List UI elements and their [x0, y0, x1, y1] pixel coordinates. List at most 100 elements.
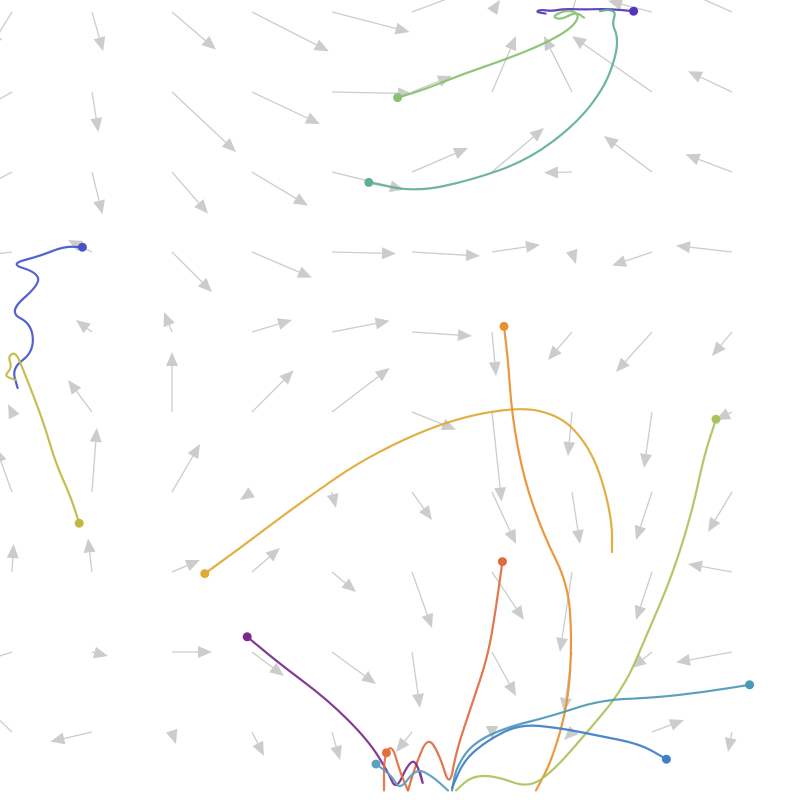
field-arrow	[172, 646, 212, 658]
field-arrow	[632, 651, 653, 668]
field-arrow	[712, 331, 733, 356]
trajectory-start-point	[745, 680, 755, 690]
field-arrow	[411, 329, 472, 342]
field-arrow	[488, 331, 501, 376]
field-arrow	[8, 404, 20, 420]
field-arrow	[563, 411, 576, 456]
trajectory-start-point	[499, 321, 509, 331]
field-arrow	[6, 544, 19, 573]
field-arrow	[171, 444, 200, 493]
field-arrow	[572, 36, 653, 93]
trajectory-start-point	[661, 754, 671, 764]
trajectory-line	[5, 352, 81, 525]
field-arrow	[411, 0, 446, 13]
trajectory-line	[406, 560, 504, 792]
field-arrow	[634, 491, 653, 540]
field-arrow	[171, 11, 216, 50]
field-arrow	[251, 11, 329, 52]
field-arrow	[491, 240, 540, 253]
trajectory-start-point	[74, 518, 84, 528]
field-arrow	[491, 651, 516, 696]
trajectory-start-point	[629, 6, 639, 16]
field-arrow	[331, 368, 390, 413]
field-arrow	[703, 0, 733, 13]
trajectory-start-point	[497, 557, 507, 567]
field-arrow	[171, 560, 200, 573]
field-arrow	[708, 491, 733, 532]
field-arrow	[0, 171, 13, 180]
field-arrow	[331, 247, 396, 260]
field-arrow	[163, 312, 175, 333]
field-arrow	[676, 651, 733, 666]
field-arrow	[251, 370, 294, 413]
field-arrow	[0, 719, 13, 733]
field-arrow	[89, 428, 102, 493]
field-arrow	[544, 166, 573, 179]
field-arrow	[0, 91, 13, 100]
trajectory-line	[396, 9, 586, 99]
field-arrow	[396, 731, 413, 752]
trajectory-start-points	[74, 6, 755, 769]
field-arrow	[565, 248, 578, 264]
field-arrow	[251, 91, 320, 124]
field-arrow	[0, 452, 13, 493]
field-arrow	[251, 548, 280, 573]
field-arrow	[491, 36, 516, 93]
field-arrow	[491, 128, 544, 173]
field-arrow	[676, 241, 733, 254]
vector-field	[0, 0, 737, 760]
field-arrow	[604, 136, 653, 173]
trajectory-start-point	[393, 93, 403, 103]
trajectory-start-point	[381, 748, 391, 758]
field-arrow	[326, 491, 339, 508]
field-arrow	[411, 651, 424, 708]
field-arrow	[411, 75, 452, 93]
field-arrow	[571, 491, 584, 544]
field-arrow	[251, 651, 284, 676]
field-arrow	[166, 352, 178, 412]
trajectory-line	[367, 8, 619, 191]
field-arrow	[411, 491, 432, 520]
trajectory-line	[454, 418, 718, 792]
trajectory-line	[450, 724, 668, 790]
field-arrow	[331, 571, 356, 592]
field-arrow	[571, 0, 577, 13]
field-arrow	[640, 411, 653, 468]
trajectory-start-point	[200, 569, 210, 579]
trajectory-line	[13, 245, 84, 390]
field-arrow	[491, 491, 516, 544]
field-arrow	[251, 318, 292, 333]
field-arrow	[0, 11, 13, 41]
field-arrow	[90, 91, 103, 132]
field-arrow	[651, 719, 684, 733]
field-arrow	[331, 11, 410, 35]
field-arrow	[91, 171, 105, 215]
field-arrow	[411, 571, 433, 628]
field-arrow	[251, 171, 308, 206]
field-arrow	[487, 0, 500, 15]
field-arrow	[330, 731, 342, 760]
field-arrow	[50, 731, 93, 745]
trajectory-line	[203, 408, 614, 575]
field-arrow	[491, 411, 507, 502]
field-arrow	[548, 331, 573, 360]
trajectory-start-point	[77, 242, 87, 252]
field-arrow	[171, 251, 212, 292]
field-arrow	[616, 331, 653, 372]
field-arrow	[91, 646, 108, 659]
field-arrow	[544, 36, 573, 93]
trajectory-line	[502, 325, 573, 792]
trajectory-start-point	[371, 759, 381, 769]
field-arrow	[171, 91, 236, 152]
field-arrow	[240, 487, 255, 500]
field-arrow	[491, 571, 524, 620]
field-arrow	[688, 560, 733, 573]
field-arrow	[612, 251, 653, 267]
field-arrow	[0, 651, 13, 657]
field-arrow	[634, 571, 653, 620]
field-arrow	[76, 320, 93, 334]
field-arrow	[411, 148, 468, 173]
trajectory-start-point	[364, 177, 374, 187]
field-arrow	[411, 249, 480, 262]
